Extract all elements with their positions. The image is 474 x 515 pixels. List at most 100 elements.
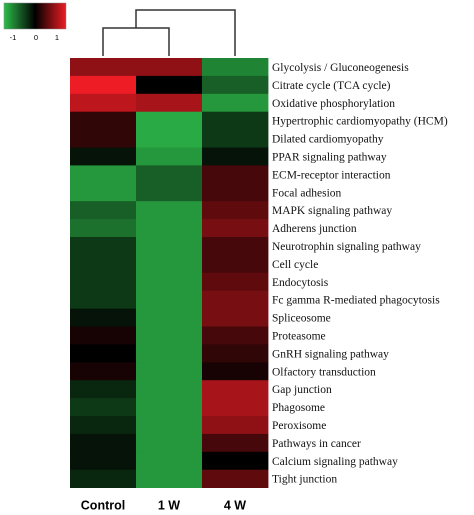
row-labels: Glycolysis / Gluconeogenesis Citrate cycl…: [272, 62, 448, 486]
heatmap-cell: [202, 254, 269, 274]
heatmap-cell: [136, 93, 203, 113]
row-label: Fc gamma R-mediated phagocytosis: [272, 295, 440, 307]
heatmap-cell: [136, 308, 203, 327]
heatmap-cell: [202, 451, 269, 471]
heatmap-cell: [202, 469, 269, 488]
row-label: Pathways in cancer: [272, 438, 361, 450]
heatmap-cell: [136, 326, 203, 345]
heatmap-cell: [202, 219, 269, 238]
heatmap-cell: [202, 58, 269, 77]
heatmap-cell: [202, 380, 269, 399]
heatmap-cell: [136, 344, 203, 363]
column-label: Control: [81, 499, 125, 513]
column-dendrogram: [102, 9, 236, 56]
column-labels: Control 1 W 4 W: [81, 499, 247, 513]
row-label: Cell cycle: [272, 259, 318, 271]
row-label: Citrate cycle (TCA cycle): [272, 80, 391, 92]
heatmap-cell: [202, 183, 269, 202]
row-label: Hypertrophic cardiomyopathy (HCM): [272, 116, 448, 128]
heatmap-cell: [70, 290, 137, 309]
heatmap-cell: [70, 308, 137, 327]
row-label: Oxidative phosphorylation: [272, 98, 395, 110]
heatmap-cell: [70, 147, 137, 166]
heatmap-cell: [202, 237, 269, 256]
heatmap-cell: [70, 183, 137, 202]
heatmap-cell: [70, 326, 137, 345]
heatmap-cell: [136, 58, 203, 77]
heatmap-cell: [70, 469, 137, 488]
heatmap-cell: [202, 147, 269, 166]
heatmap-cell: [136, 111, 203, 130]
heatmap-cell: [70, 93, 137, 113]
row-label: Olfactory transduction: [272, 366, 376, 378]
heatmap-cell: [70, 254, 137, 274]
heatmap-cell: [70, 219, 137, 238]
heatmap-cell: [70, 344, 137, 363]
heatmap-cell: [70, 416, 137, 435]
heatmap-cell: [202, 326, 269, 345]
row-label: Focal adhesion: [272, 187, 342, 199]
heatmap-cell: [136, 451, 203, 471]
heatmap-cell: [136, 254, 203, 274]
row-label: Spliceosome: [272, 313, 331, 325]
heatmap-cell: [136, 469, 203, 488]
row-label: Tight junction: [272, 474, 337, 486]
heatmap-cell: [136, 183, 203, 202]
heatmap-cell: [70, 433, 137, 453]
heatmap-cell: [70, 58, 137, 77]
heatmap-cell: [136, 219, 203, 238]
row-label: Proteasome: [272, 330, 326, 342]
heatmap-cell: [136, 237, 203, 256]
heatmap-cell: [136, 147, 203, 166]
heatmap-cell: [202, 93, 269, 113]
heatmap-cell: [202, 111, 269, 130]
heatmap-cell: [136, 362, 203, 381]
heatmap-cell: [70, 451, 137, 471]
heatmap-cell: [70, 380, 137, 399]
heatmap-cell: [70, 129, 137, 148]
color-scale-tick-min: -1: [10, 33, 17, 42]
heatmap-cell: [202, 75, 269, 95]
heatmap-cell: [202, 416, 269, 435]
row-label: PPAR signaling pathway: [272, 151, 387, 163]
heatmap-cell: [136, 75, 203, 95]
column-label: 4 W: [224, 499, 246, 513]
heatmap-cell: [202, 165, 269, 184]
heatmap-cell: [202, 433, 269, 453]
row-label: Neurotrophin signaling pathway: [272, 241, 421, 253]
row-label: Glycolysis / Gluconeogenesis: [272, 62, 409, 74]
heatmap-cell: [136, 416, 203, 435]
heatmap-cell: [202, 398, 269, 417]
color-scale-tick-mid: 0: [34, 33, 38, 42]
color-scale-tick-max: 1: [55, 33, 59, 42]
row-label: Phagosome: [272, 402, 325, 414]
color-scale-legend: -1 0 1: [3, 2, 67, 42]
row-label: Dilated cardiomyopathy: [272, 134, 384, 146]
heatmap-cell: [202, 290, 269, 309]
color-scale-bar: [3, 2, 67, 30]
heatmap-cell: [70, 362, 137, 381]
heatmap-cell: [202, 129, 269, 148]
heatmap-cell: [202, 201, 269, 220]
heatmap-cell: [70, 165, 137, 184]
heatmap-cell: [70, 75, 137, 95]
row-label: Adherens junction: [272, 223, 357, 235]
dendrogram-branch-inner: [102, 27, 170, 56]
row-label: GnRH signaling pathway: [272, 348, 389, 360]
heatmap-cell: [70, 398, 137, 417]
heatmap-cell: [70, 237, 137, 256]
heatmap-cell: [202, 272, 269, 292]
heatmap-cell: [202, 308, 269, 327]
heatmap-cell: [202, 362, 269, 381]
dendrogram-branch-outer: [135, 9, 236, 56]
heatmap-cell: [136, 380, 203, 399]
heatmap-cell: [70, 201, 137, 220]
row-label: Peroxisome: [272, 420, 326, 432]
heatmap-cell: [136, 165, 203, 184]
heatmap-cell: [136, 129, 203, 148]
heatmap-cell: [136, 398, 203, 417]
column-label: 1 W: [158, 499, 180, 513]
heatmap-cell: [70, 272, 137, 292]
row-label: ECM-receptor interaction: [272, 169, 391, 181]
